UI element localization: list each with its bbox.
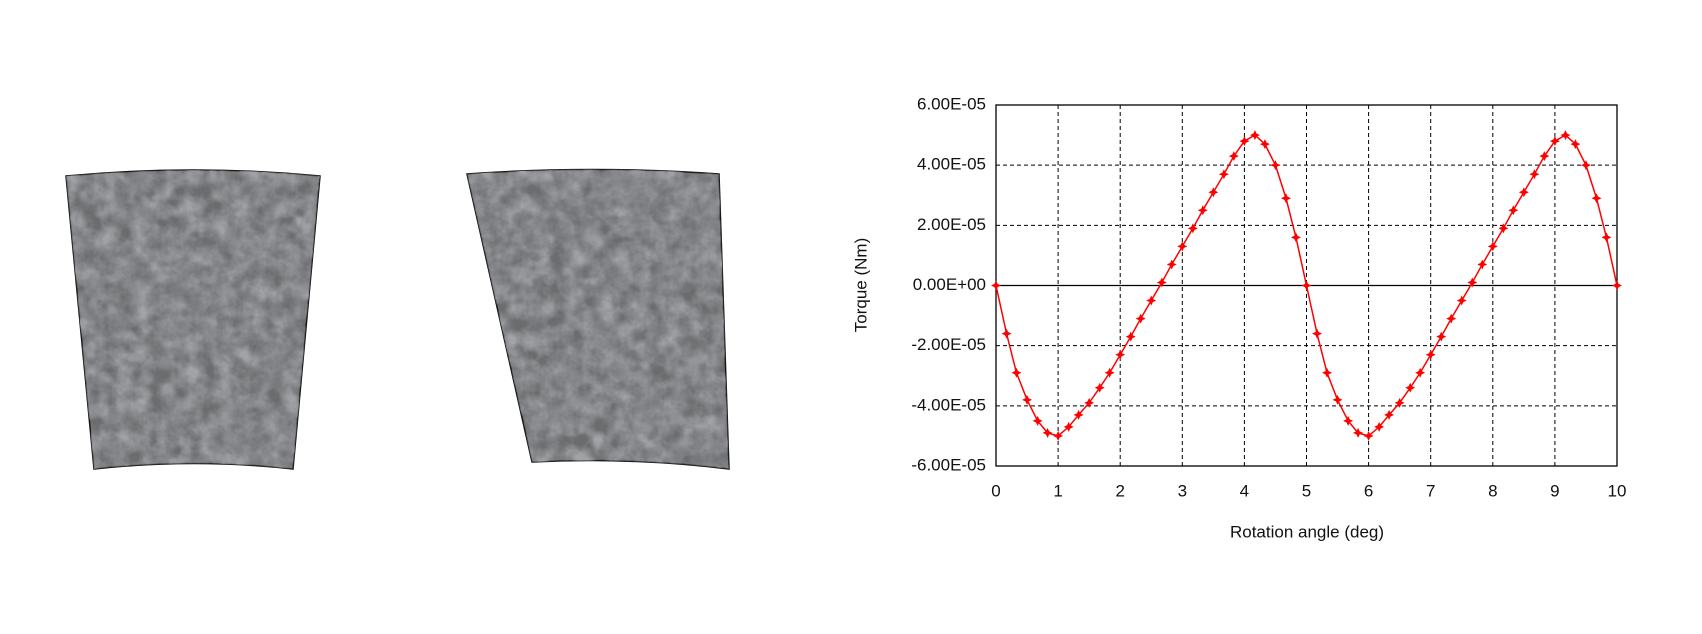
x-tick-label: 5 xyxy=(1302,481,1311,500)
data-point xyxy=(1022,394,1033,405)
data-point xyxy=(1156,277,1167,288)
data-point xyxy=(1456,295,1467,306)
data-point xyxy=(1394,397,1405,408)
data-point xyxy=(1208,187,1219,198)
x-tick-label: 2 xyxy=(1115,481,1124,500)
data-point xyxy=(1187,223,1198,234)
data-point xyxy=(1384,409,1395,420)
data-point xyxy=(1580,160,1591,171)
data-point xyxy=(1197,205,1208,216)
data-point xyxy=(1073,409,1084,420)
data-point xyxy=(1281,193,1292,204)
chart: Rotation angle (deg) Torque (Nm) -6.00E-… xyxy=(851,94,1626,541)
y-tick-label: -4.00E-05 xyxy=(911,395,986,414)
data-point xyxy=(1084,397,1095,408)
data-point xyxy=(1146,295,1157,306)
data-point xyxy=(1601,232,1612,243)
x-tick-label: 6 xyxy=(1364,481,1373,500)
data-point xyxy=(1570,139,1581,150)
data-point xyxy=(1321,367,1332,378)
data-point xyxy=(1125,331,1136,342)
data-point xyxy=(1591,193,1602,204)
data-point xyxy=(1332,394,1343,405)
data-point xyxy=(1166,259,1177,270)
y-tick-label: 0.00E+00 xyxy=(913,275,986,294)
data-point xyxy=(1353,427,1364,438)
y-tick-label: 2.00E-05 xyxy=(917,215,986,234)
magnet-texture-right xyxy=(467,169,729,469)
x-tick-label: 9 xyxy=(1550,481,1559,500)
x-tick-label: 10 xyxy=(1608,481,1627,500)
data-point xyxy=(1343,415,1354,426)
x-tick-label: 3 xyxy=(1178,481,1187,500)
data-point xyxy=(1612,280,1622,291)
x-tick-label: 7 xyxy=(1426,481,1435,500)
data-point xyxy=(1104,367,1115,378)
data-point xyxy=(1218,169,1229,180)
x-tick-label: 4 xyxy=(1240,481,1249,500)
data-point xyxy=(1312,328,1323,339)
data-point xyxy=(1436,331,1447,342)
data-point xyxy=(1032,415,1043,426)
data-point xyxy=(1001,328,1012,339)
y-axis-label: Torque (Nm) xyxy=(851,238,870,332)
data-point xyxy=(1063,421,1074,432)
magnet-texture-left xyxy=(66,170,320,469)
data-point xyxy=(1487,241,1498,252)
data-point xyxy=(1498,223,1509,234)
y-tick-label: -2.00E-05 xyxy=(911,335,986,354)
data-point xyxy=(1518,187,1529,198)
data-point xyxy=(1529,169,1540,180)
data-point xyxy=(1549,136,1560,147)
data-point xyxy=(1301,280,1312,291)
data-point xyxy=(1011,367,1022,378)
data-point xyxy=(1560,130,1571,141)
data-point xyxy=(1177,241,1188,252)
data-point xyxy=(1228,151,1239,162)
data-point xyxy=(1415,367,1426,378)
data-point xyxy=(1249,130,1260,141)
data-point xyxy=(1374,421,1385,432)
data-point xyxy=(1477,259,1488,270)
data-point xyxy=(1290,232,1301,243)
data-point xyxy=(1239,136,1250,147)
data-point xyxy=(1425,349,1436,360)
y-tick-label: 4.00E-05 xyxy=(917,155,986,174)
data-point xyxy=(1053,430,1064,441)
data-point xyxy=(1135,313,1146,324)
x-tick-label: 8 xyxy=(1488,481,1497,500)
y-tick-label: -6.00E-05 xyxy=(911,455,986,474)
data-point xyxy=(1094,382,1105,393)
data-point xyxy=(1467,277,1478,288)
data-point xyxy=(1363,430,1374,441)
y-tick-label: 6.00E-05 xyxy=(917,94,986,113)
data-point xyxy=(1508,205,1519,216)
data-point xyxy=(1446,313,1457,324)
x-tick-label: 1 xyxy=(1053,481,1062,500)
x-axis-label: Rotation angle (deg) xyxy=(1230,522,1384,541)
data-point xyxy=(1539,151,1550,162)
data-point xyxy=(1042,427,1053,438)
data-point xyxy=(1405,382,1416,393)
x-tick-label: 0 xyxy=(991,481,1000,500)
data-point xyxy=(1270,160,1281,171)
data-point xyxy=(991,280,1001,291)
data-point xyxy=(1259,139,1270,150)
data-point xyxy=(1115,349,1126,360)
